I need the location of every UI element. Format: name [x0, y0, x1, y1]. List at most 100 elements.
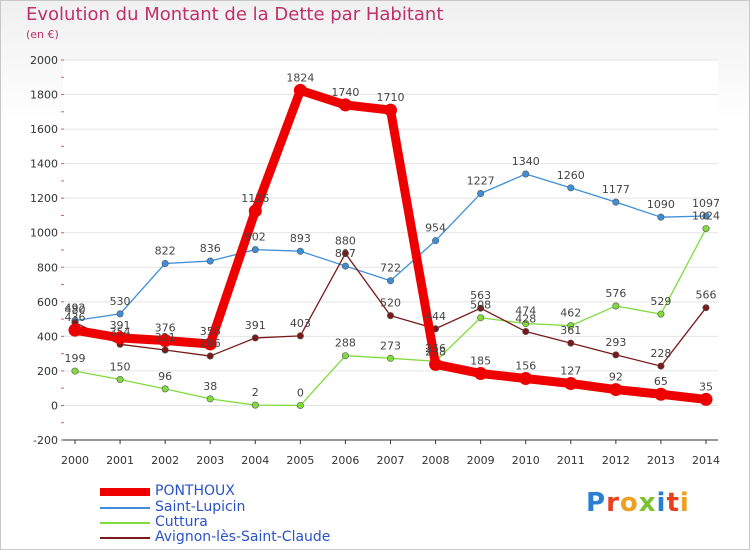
data-point: [206, 352, 214, 360]
data-point: [386, 312, 394, 320]
data-point: [338, 98, 352, 112]
legend-label: PONTHOUX: [155, 483, 235, 499]
legend-swatch: [100, 522, 150, 524]
data-point: [113, 331, 127, 345]
data-label: 1824: [286, 71, 314, 84]
y-tick-label: 2000: [30, 54, 58, 67]
data-point: [386, 277, 394, 285]
x-tick-label: 2005: [286, 454, 314, 467]
data-point: [206, 257, 214, 265]
data-point: [609, 383, 623, 397]
x-tick-label: 2009: [467, 454, 495, 467]
data-label: 286: [200, 337, 221, 350]
data-point: [657, 213, 665, 221]
data-label: 156: [515, 360, 536, 373]
data-point: [293, 83, 307, 97]
data-label: 92: [609, 371, 623, 384]
data-point: [657, 362, 665, 370]
data-point: [612, 351, 620, 359]
data-label: 150: [110, 361, 131, 374]
data-label: 391: [110, 319, 131, 332]
data-point: [341, 262, 349, 270]
y-tick-label: 1200: [30, 192, 58, 205]
data-label: 391: [245, 319, 266, 332]
data-point: [384, 103, 397, 117]
data-label: 127: [560, 365, 581, 378]
legend-swatch: [100, 537, 150, 539]
x-tick-label: 2002: [151, 454, 179, 467]
data-point: [477, 314, 485, 322]
data-label: 480: [65, 304, 86, 317]
data-label: 836: [200, 242, 221, 255]
data-point: [429, 357, 443, 371]
x-tick-label: 2012: [602, 454, 630, 467]
data-label: 893: [290, 232, 311, 245]
data-point: [161, 259, 169, 267]
data-label: 530: [110, 295, 131, 308]
data-point: [699, 392, 713, 406]
data-label: 273: [380, 339, 401, 352]
x-tick-label: 2003: [196, 454, 224, 467]
y-tick-label: 1800: [30, 89, 58, 102]
data-point: [296, 401, 304, 409]
data-label: 376: [155, 322, 176, 335]
data-point: [522, 170, 530, 178]
data-label: 1340: [512, 155, 540, 168]
data-label: 428: [515, 313, 536, 326]
data-label: 474: [515, 305, 536, 318]
data-point: [116, 376, 124, 384]
x-tick-label: 2010: [512, 454, 540, 467]
data-point: [432, 237, 440, 245]
data-label: 1227: [467, 175, 495, 188]
data-label: 508: [470, 299, 491, 312]
data-label: 356: [200, 325, 221, 338]
data-point: [203, 337, 217, 351]
proxiti-logo: Proxiti: [586, 488, 690, 518]
data-label: 880: [335, 234, 356, 247]
y-tick-label: 1000: [30, 227, 58, 240]
data-label: 293: [605, 336, 626, 349]
chart-subtitle: (en €): [26, 28, 59, 41]
legend-label: Avignon-lès-Saint-Claude: [155, 529, 331, 545]
data-label: 902: [245, 231, 266, 244]
legend-label: Cuttura: [155, 514, 208, 530]
data-point: [564, 377, 578, 391]
data-point: [477, 190, 485, 198]
data-point: [71, 367, 79, 375]
data-label: 354: [110, 325, 131, 338]
data-label: 520: [380, 297, 401, 310]
data-point: [251, 246, 259, 254]
data-point: [657, 310, 665, 318]
data-point: [161, 385, 169, 393]
data-label: 2: [252, 386, 259, 399]
data-label: 492: [65, 301, 86, 314]
data-point: [522, 320, 530, 328]
data-label: 566: [696, 289, 717, 302]
data-label: 1024: [692, 210, 720, 223]
data-point: [654, 387, 668, 401]
y-tick-label: 0: [51, 399, 58, 412]
data-label: 0: [297, 386, 304, 399]
data-point: [519, 372, 533, 386]
data-label: 1126: [241, 192, 269, 205]
data-label: 321: [155, 331, 176, 344]
data-point: [161, 346, 169, 354]
data-label: 228: [650, 347, 671, 360]
y-tick-label: -200: [33, 434, 58, 447]
data-label: 462: [560, 307, 581, 320]
y-tick-label: 600: [37, 296, 58, 309]
data-point: [567, 339, 575, 347]
x-tick-label: 2014: [692, 454, 720, 467]
data-point: [474, 367, 488, 380]
data-label: 529: [650, 295, 671, 308]
data-label: 576: [605, 287, 626, 300]
data-point: [702, 304, 710, 312]
chart-title: Evolution du Montant de la Dette par Hab…: [26, 4, 444, 25]
data-label: 288: [335, 337, 356, 350]
data-point: [341, 249, 349, 257]
data-label: 238: [425, 345, 446, 358]
x-tick-label: 2011: [557, 454, 585, 467]
data-point: [702, 212, 710, 220]
data-label: 822: [155, 244, 176, 257]
